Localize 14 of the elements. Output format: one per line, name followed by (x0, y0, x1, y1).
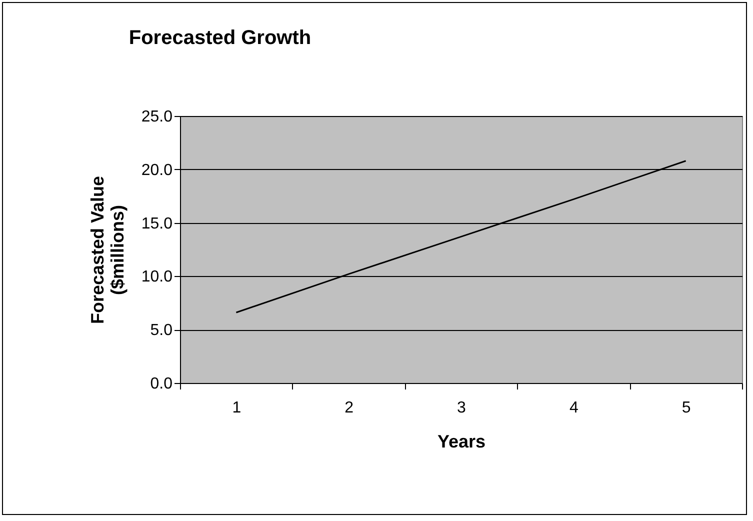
x-axis-title: Years (437, 432, 486, 452)
y-axis-title: Forecasted Value ($millions) (87, 176, 128, 324)
y-tick-label: 15.0 (141, 215, 173, 232)
x-tick-label: 3 (457, 400, 466, 416)
x-tick-label: 5 (682, 400, 691, 416)
y-tick-label: 25.0 (141, 108, 173, 126)
x-tick-label: 1 (232, 400, 242, 416)
x-tick-label: 4 (569, 400, 578, 416)
y-tick-label: 0.0 (150, 376, 173, 392)
y-tick-label: 5.0 (150, 322, 173, 340)
y-tick-label: 20.0 (141, 162, 173, 179)
x-tick-label: 2 (344, 400, 354, 416)
chart-title: Forecasted Growth (128, 27, 312, 49)
y-tick-label: 10.0 (141, 268, 173, 286)
